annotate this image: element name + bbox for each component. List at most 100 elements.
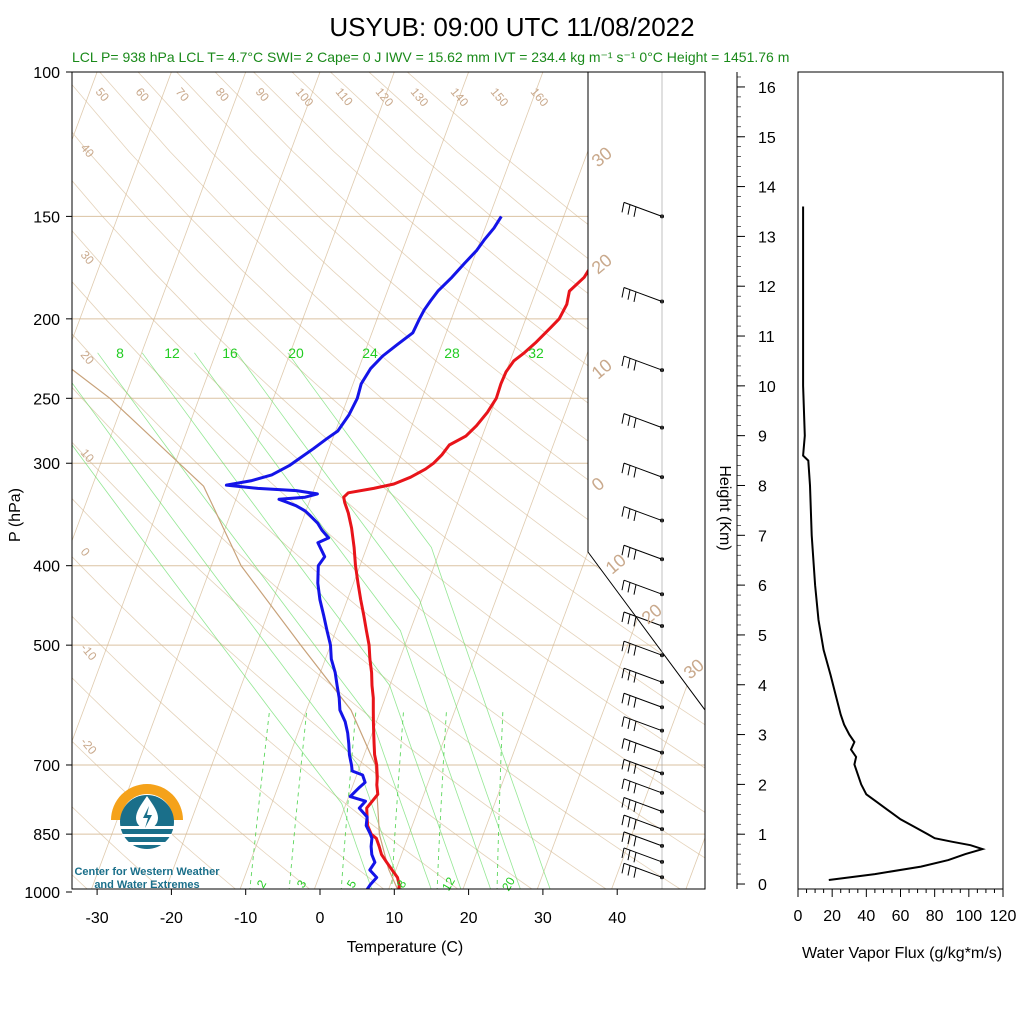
x-tick-label: -10 [234,910,257,927]
wind-barb-feather [621,668,625,679]
isotherm-label: 60 [133,85,153,104]
y-tick-label: 300 [33,456,60,473]
wind-barb-feather [633,549,637,560]
wind-barb-feather [633,417,637,429]
wind-barb-feather [621,797,625,808]
wind-barb-feather [627,614,631,625]
flux-plot: 0 20 40 60 80 100 120012345678910111213141516 … [716,71,1016,962]
isotherm [91,72,395,889]
wind-barb-feather [621,738,625,749]
wind-barb-feather [627,508,631,519]
wind-barb-feather [627,415,631,426]
wind-barb-feather [621,815,625,826]
height-tick-label: 10 [758,379,776,396]
wind-barb-feather [627,761,631,772]
x-tick-label: -30 [86,910,109,927]
wind-barb-feather [633,291,637,302]
height-tick-label: 9 [758,429,767,446]
wind-barb [623,847,663,863]
flux-x-tick-label: 100 [955,908,982,925]
mixing-ratio-label: 28 [444,345,460,361]
wind-barb-feather [621,847,625,859]
mixing-ratio-label: 8 [116,345,124,361]
isotherm [611,635,705,889]
wind-barb [623,778,663,794]
isotherm-label: 0 [78,545,93,559]
isotherm-label: -10 [78,641,100,664]
wind-barb-feather [633,467,637,478]
isotherm-label: 80 [213,85,233,104]
x-tick-label: 10 [385,910,403,927]
skewt-y-axis-label: P (hPa) [7,488,24,542]
info-line: LCL P= 938 hPa LCL T= 4.7°C SWI= 2 Cape=… [72,49,789,65]
wind-barb [623,716,663,732]
dry-adiabat [72,230,705,769]
height-tick-label: 11 [758,329,775,346]
moist-adiabat [236,352,521,889]
height-tick-label: 13 [758,229,776,246]
skewt-x-axis-label: Temperature (C) [347,939,463,956]
wind-barb-feather [633,742,637,754]
y-tick-label: 850 [33,827,60,844]
isotherm-label: 140 [448,85,472,110]
wind-barb-feather [627,643,631,654]
sun-arc-icon [111,784,183,820]
wind-barb-feather [633,510,637,522]
skewt-frame [71,71,706,890]
wind-barb-feather [627,289,631,300]
height-tick-label: 7 [758,528,767,545]
wind-barb-feather [621,202,625,213]
mixing-ratio-line [436,710,447,889]
wind-barb-feather [633,763,637,774]
dry-adiabat [137,72,705,564]
isotherm-label: 30 [78,248,98,267]
dry-adiabat [72,131,705,684]
wind-barb-feather [633,801,637,812]
isotherm-label: 110 [333,85,356,109]
isotherm-label: 100 [293,85,317,110]
wind-barb [623,692,663,708]
wind-barb-feather [627,865,631,876]
height-tick-label: 6 [758,578,767,595]
upper-right-mask [587,72,705,711]
flux-y-axis-label: Height (Km) [716,465,733,550]
height-tick-label: 1 [758,827,767,844]
wind-barb-feather [621,287,625,298]
wind-barb-feather [627,833,631,845]
wind-barb-feather [627,670,631,681]
wind-barb-feather [621,611,625,623]
flux-x-tick-label: 40 [857,908,875,925]
temperature-trace [342,215,623,889]
height-tick-label: 14 [758,180,776,197]
mixing-ratio-line [249,710,271,889]
y-tick-label: 150 [33,209,60,226]
wind-barb-feather [621,831,625,842]
x-tick-label: 30 [534,910,552,927]
isotherm-label: 150 [488,85,512,110]
wind-barb [623,862,663,878]
moist-adiabat [194,352,491,889]
y-tick-label: 500 [33,638,60,655]
wind-barb-feather [627,817,631,828]
wind-barb-feather [627,358,631,369]
dry-adiabat [72,441,607,889]
wind-barb [623,667,663,683]
wind-barb-feather [627,799,631,810]
wind-barb-feather [633,584,637,595]
wind-barb-feather [633,836,637,847]
height-tick-label: 0 [758,877,767,894]
dry-adiabat [99,72,705,603]
height-tick-label: 4 [758,678,767,695]
wind-barb [623,797,663,812]
height-tick-label: 2 [758,777,767,794]
height-tick-label: 12 [758,279,776,296]
flux-x-axis-label: Water Vapor Flux (g/kg*m/s) [802,945,1002,962]
isotherm-label: 20 [78,348,98,367]
dry-adiabat [72,386,681,889]
dry-adiabat [72,677,311,889]
flux-x-tick-label: 60 [892,908,910,925]
dry-adiabat [72,333,705,859]
wind-barb-feather [627,465,631,476]
moist-adiabat [287,352,551,889]
